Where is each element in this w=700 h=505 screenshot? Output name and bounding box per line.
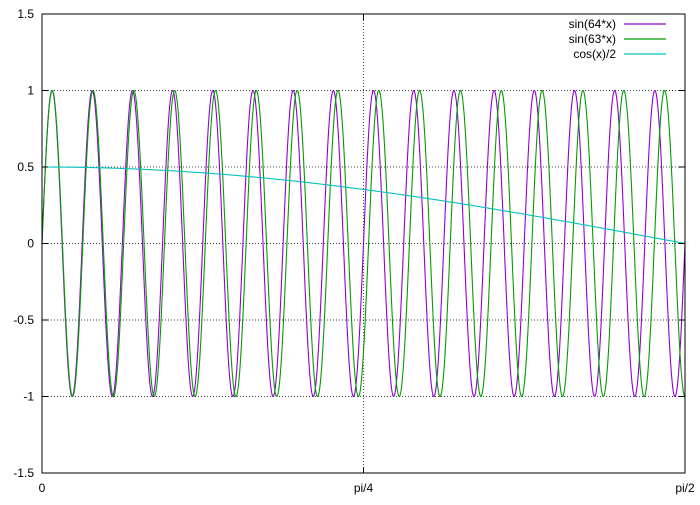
y-tick-label: 0.5 bbox=[17, 160, 34, 174]
y-tick-label: 0 bbox=[27, 237, 34, 251]
series-line-1 bbox=[41, 89, 686, 398]
x-tick-label: pi/4 bbox=[354, 481, 374, 495]
y-tick-label: 1.5 bbox=[17, 7, 34, 21]
series-layer bbox=[41, 89, 686, 398]
legend-label: sin(63*x) bbox=[569, 32, 616, 46]
x-tick-label: 0 bbox=[39, 481, 46, 495]
y-tick-label: -1 bbox=[23, 390, 34, 404]
y-tick-label: 1 bbox=[27, 84, 34, 98]
series-line-0 bbox=[41, 89, 686, 398]
x-tick-label: pi/2 bbox=[675, 481, 695, 495]
y-tick-label: -1.5 bbox=[13, 466, 34, 480]
tick-layer: -1.5 -1 -0.5 0 0.5 1 1.5 0 pi/4 pi/2 bbox=[13, 7, 695, 495]
y-tick-label: -0.5 bbox=[13, 313, 34, 327]
legend-label: sin(64*x) bbox=[569, 17, 616, 31]
legend: sin(64*x)sin(63*x)cos(x)/2 bbox=[569, 17, 666, 61]
series-line-2 bbox=[42, 166, 686, 245]
legend-label: cos(x)/2 bbox=[573, 47, 616, 61]
